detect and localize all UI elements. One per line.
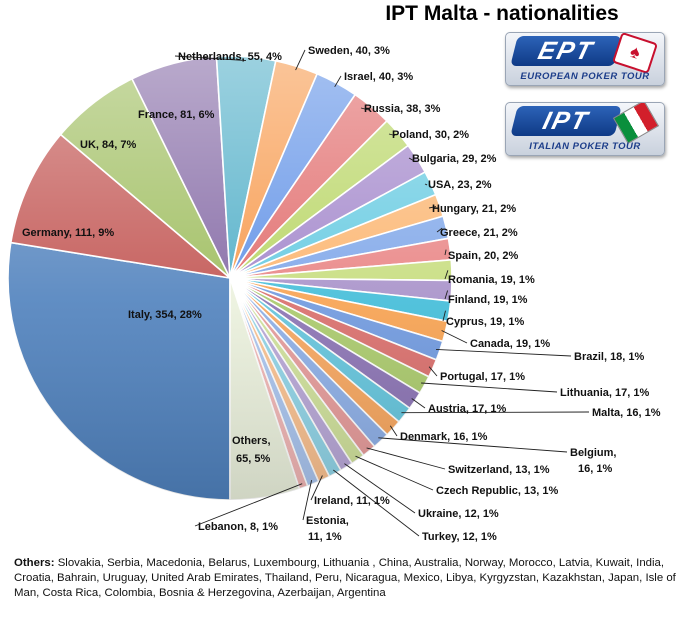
leader-line-denmark bbox=[389, 425, 398, 437]
leader-line-ukraine bbox=[344, 463, 416, 514]
slice-label-ukraine: Ukraine, 12, 1% bbox=[418, 508, 499, 520]
leader-line-netherlands bbox=[174, 55, 247, 62]
leader-line-cyprus bbox=[442, 310, 446, 322]
slice-label-finland: Finland, 19, 1% bbox=[448, 294, 528, 306]
slice-label-poland: Poland, 30, 2% bbox=[392, 129, 469, 141]
leader-line-poland bbox=[388, 133, 396, 136]
leader-line-turkey bbox=[333, 469, 420, 537]
slice-label-romania: Romania, 19, 1% bbox=[448, 274, 535, 286]
leader-line-hungary bbox=[428, 206, 437, 209]
chart-title: IPT Malta - nationalities bbox=[385, 2, 619, 25]
slice-label-israel: Israel, 40, 3% bbox=[344, 71, 413, 83]
leader-line-estonia bbox=[302, 480, 313, 521]
leader-line-czech-republic bbox=[355, 455, 434, 491]
slice-label-bulgaria: Bulgaria, 29, 2% bbox=[412, 153, 497, 165]
slice-label-italy: Italy, 354, 28% bbox=[128, 309, 202, 321]
leader-line-canada bbox=[441, 330, 468, 344]
slice-label-germany: Germany, 111, 9% bbox=[22, 227, 114, 239]
leader-line-greece bbox=[436, 227, 443, 233]
slice-label-switzerland: Switzerland, 13, 1% bbox=[448, 464, 550, 476]
ipt-logo: IPT ITALIAN POKER TOUR bbox=[505, 102, 665, 156]
leader-line-romania bbox=[444, 270, 449, 280]
slice-label-denmark: Denmark, 16, 1% bbox=[400, 431, 488, 443]
leader-line-russia bbox=[360, 107, 370, 111]
slice-label-netherlands: Netherlands, 55, 4% bbox=[178, 51, 282, 63]
leader-line-belgium bbox=[378, 437, 568, 453]
leader-line-austria bbox=[411, 398, 426, 409]
leader-line-bulgaria bbox=[408, 157, 414, 162]
slice-label-canada: Canada, 19, 1% bbox=[470, 338, 550, 350]
slice-label-usa: USA, 23, 2% bbox=[428, 179, 492, 191]
slice-label-malta: Malta, 16, 1% bbox=[592, 407, 661, 419]
ipt-logo-tagline: ITALIAN POKER TOUR bbox=[529, 141, 641, 152]
slice-label-austria: Austria, 17, 1% bbox=[428, 403, 506, 415]
slice-label-spain: Spain, 20, 2% bbox=[448, 250, 519, 262]
leader-line-israel bbox=[334, 75, 342, 88]
slice-label-estonia-value: 11, 1% bbox=[308, 531, 342, 543]
slice-label-greece: Greece, 21, 2% bbox=[440, 227, 518, 239]
slice-label-others-name: Others, bbox=[232, 435, 271, 447]
slice-label-lebanon: Lebanon, 8, 1% bbox=[198, 521, 278, 533]
leader-line-brazil bbox=[435, 348, 572, 357]
slice-label-belgium-name: Belgium, bbox=[570, 447, 616, 459]
slice-label-czech-republic: Czech Republic, 13, 1% bbox=[436, 485, 558, 497]
spade-icon: ♠ bbox=[611, 33, 659, 75]
slice-label-france: France, 81, 6% bbox=[138, 109, 215, 121]
slice-label-lithuania: Lithuania, 17, 1% bbox=[560, 387, 649, 399]
slice-label-uk: UK, 84, 7% bbox=[80, 139, 136, 151]
others-footnote-text: Slovakia, Serbia, Macedonia, Belarus, Lu… bbox=[14, 557, 676, 599]
leader-line-finland bbox=[444, 290, 449, 300]
slice-label-others-value: 65, 5% bbox=[236, 453, 270, 465]
leader-line-portugal bbox=[428, 366, 438, 377]
slice-label-turkey: Turkey, 12, 1% bbox=[422, 531, 497, 543]
leader-line-spain bbox=[444, 249, 447, 256]
ept-logo: EPT ♠ EUROPEAN POKER TOUR bbox=[505, 32, 665, 86]
slice-label-cyprus: Cyprus, 19, 1% bbox=[446, 316, 524, 328]
ipt-logo-mark: IPT bbox=[510, 106, 622, 136]
slice-label-brazil: Brazil, 18, 1% bbox=[574, 351, 645, 363]
pie-slice-italy bbox=[7, 241, 231, 501]
slice-label-ireland: Ireland, 11, 1% bbox=[314, 495, 390, 507]
leader-line-lithuania bbox=[421, 382, 558, 393]
slice-label-estonia-name: Estonia, bbox=[306, 515, 349, 527]
slice-label-belgium-value: 16, 1% bbox=[578, 463, 612, 475]
ept-logo-tagline: EUROPEAN POKER TOUR bbox=[520, 71, 650, 82]
slice-label-hungary: Hungary, 21, 2% bbox=[432, 203, 516, 215]
leader-line-switzerland bbox=[366, 447, 446, 470]
leader-line-malta bbox=[401, 411, 590, 414]
slice-label-portugal: Portugal, 17, 1% bbox=[440, 371, 525, 383]
others-footnote-heading: Others: bbox=[14, 557, 55, 569]
ept-logo-mark: EPT bbox=[510, 36, 622, 66]
slice-label-russia: Russia, 38, 3% bbox=[364, 103, 441, 115]
leader-line-ireland bbox=[310, 475, 323, 501]
slice-label-sweden: Sweden, 40, 3% bbox=[308, 45, 390, 57]
leader-line-lebanon bbox=[194, 483, 303, 527]
leader-line-usa bbox=[424, 183, 428, 186]
others-footnote: Others: Slovakia, Serbia, Macedonia, Bel… bbox=[14, 556, 678, 601]
leader-line-sweden bbox=[295, 49, 306, 71]
